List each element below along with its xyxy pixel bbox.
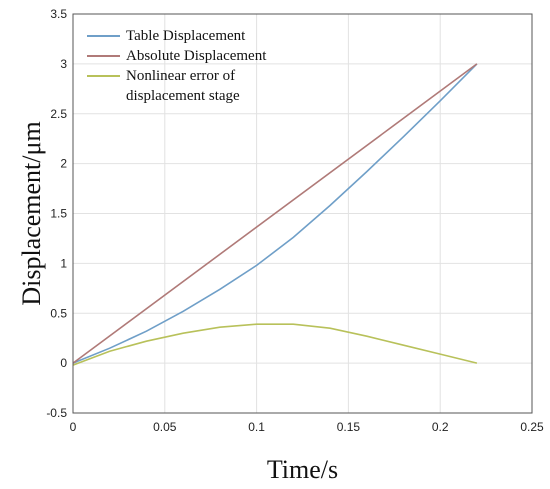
y-tick-label: 2.5 (50, 107, 67, 121)
plot-frame (72, 13, 533, 414)
x-axis-title: Time/s (267, 455, 338, 484)
y-tick-label: 3.5 (50, 7, 67, 21)
y-tick-label: -0.5 (46, 406, 67, 420)
x-tick-label: 0.15 (337, 420, 361, 434)
x-tick-label: 0.1 (248, 420, 265, 434)
legend-label: Nonlinear error of (126, 68, 235, 84)
x-tick-label: 0 (70, 420, 77, 434)
legend-label: Table Displacement (126, 28, 246, 44)
x-tick-label: 0.05 (153, 420, 177, 434)
legend: Table Displacement Absolute Displacement N… (87, 28, 267, 104)
y-tick-label: 3 (60, 57, 67, 71)
series-line-2 (72, 63, 478, 364)
tick-labels: 0 0.05 0.1 0.15 0.2 0.25-0.500.511.522.533.5 (46, 7, 544, 434)
x-tick-label: 0.2 (432, 420, 449, 434)
legend-label: Absolute Displacement (126, 48, 267, 64)
y-tick-label: 1 (60, 256, 67, 270)
series-group (72, 63, 478, 366)
y-tick-label: 0.5 (50, 306, 67, 320)
x-tick-label: 0.25 (520, 420, 544, 434)
legend-label: displacement stage (126, 88, 240, 104)
y-tick-label: 2 (60, 157, 67, 171)
series-line-3 (72, 323, 478, 366)
y-tick-label: 0 (60, 356, 67, 370)
y-tick-label: 1.5 (50, 207, 67, 221)
y-axis-title: Displacement/μm (17, 121, 46, 305)
series-line-1 (72, 63, 478, 364)
